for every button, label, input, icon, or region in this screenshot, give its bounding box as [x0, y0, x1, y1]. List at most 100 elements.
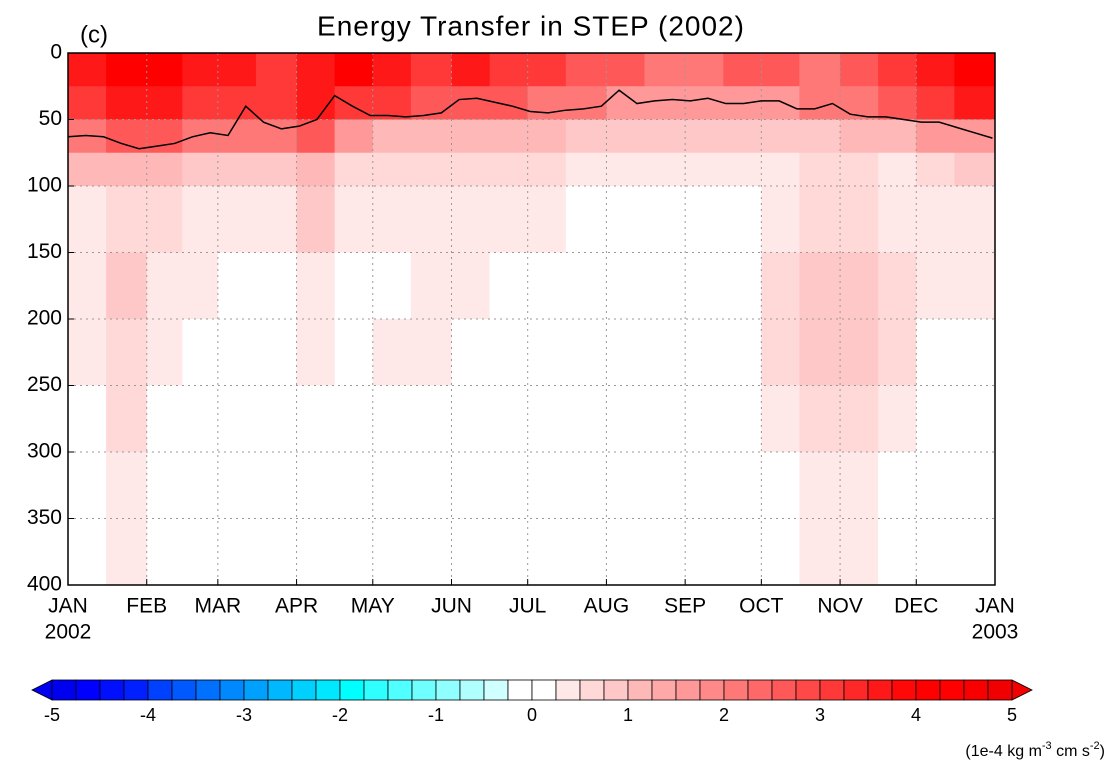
heat-cell	[451, 252, 491, 320]
x-tick-label: SEP	[664, 595, 706, 618]
x-tick-label: NOV	[817, 595, 863, 618]
heat-cell	[644, 385, 686, 453]
heat-cell	[68, 319, 107, 386]
heat-cell	[372, 53, 412, 87]
colorbar-tick-label: -4	[140, 705, 156, 725]
heat-cell	[296, 252, 336, 320]
heat-cell	[451, 186, 491, 253]
heat-cell	[182, 385, 219, 453]
heat-cell	[527, 385, 567, 453]
colorbar-tick-label: -1	[428, 705, 444, 725]
units-text: (1e-4 kg m	[965, 743, 1041, 760]
units-text: )	[1100, 743, 1105, 760]
colorbar-tick-label: -2	[332, 705, 348, 725]
colorbar-units: (1e-4 kg m-3 cm s-2)	[965, 740, 1105, 760]
heat-cell	[334, 86, 374, 120]
heat-cell	[182, 319, 219, 386]
heat-cell	[182, 86, 219, 120]
colorbar-box	[123, 679, 149, 701]
colorbar-box	[267, 679, 293, 701]
heat-cell	[410, 252, 452, 320]
panel-label: (c)	[80, 21, 108, 48]
heat-cell	[296, 152, 336, 187]
heat-cell	[685, 119, 724, 154]
heat-cell	[799, 319, 841, 386]
heat-cell	[217, 385, 257, 453]
heat-cell	[217, 119, 257, 154]
heat-cell	[761, 452, 800, 586]
year-label: 2002	[45, 621, 92, 644]
colorbar-box	[771, 679, 797, 701]
heat-cell	[106, 319, 148, 386]
heat-cell	[761, 86, 800, 120]
colorbar-box	[579, 679, 605, 701]
x-tick-label: JAN	[48, 595, 88, 618]
heat-cell	[146, 119, 183, 154]
colorbar-box	[291, 679, 317, 701]
y-tick-label: 50	[39, 107, 62, 130]
heat-cell	[68, 385, 107, 453]
colorbar-tick-label: -5	[44, 705, 60, 725]
heat-cell	[527, 319, 567, 386]
heat-cell	[878, 53, 917, 87]
heat-cell	[878, 319, 917, 386]
colorbar-box	[459, 679, 485, 701]
heat-cell	[451, 385, 491, 453]
heat-cell	[723, 186, 762, 253]
units-superscript: -2	[1090, 740, 1100, 752]
heat-cell	[334, 152, 374, 187]
heat-cell	[878, 385, 917, 453]
heat-cell	[606, 319, 646, 386]
colorbar-box	[363, 679, 389, 701]
heat-cell	[255, 385, 298, 453]
colorbar-tick-label: 5	[1007, 705, 1017, 725]
colorbar-tick-label: -3	[236, 705, 252, 725]
heat-cell	[565, 152, 607, 187]
heat-cell	[761, 152, 800, 187]
colorbar-box	[795, 679, 821, 701]
heat-cell	[334, 252, 374, 320]
heat-cell	[68, 152, 107, 187]
y-tick-label: 0	[50, 41, 62, 64]
heat-cell	[565, 319, 607, 386]
colorbar-box	[915, 679, 941, 701]
heat-cell	[644, 53, 686, 87]
heat-cell	[954, 252, 996, 320]
heat-cell	[372, 252, 412, 320]
y-tick-label: 350	[27, 506, 62, 529]
heat-cell	[410, 186, 452, 253]
x-tick-label: DEC	[894, 595, 938, 618]
y-tick-label: 150	[27, 240, 62, 263]
x-tick-label: APR	[275, 595, 318, 618]
heat-cell	[954, 119, 996, 154]
colorbar-box	[243, 679, 269, 701]
colorbar-box	[315, 679, 341, 701]
heat-cell	[916, 319, 955, 386]
heat-cell	[410, 319, 452, 386]
heat-cell	[761, 319, 800, 386]
heat-cell	[685, 53, 724, 87]
heat-cell	[685, 86, 724, 120]
heat-cell	[255, 53, 298, 87]
heat-cell	[527, 86, 567, 120]
colorbar-box	[75, 679, 101, 701]
heat-cell	[296, 319, 336, 386]
colorbar-box	[411, 679, 437, 701]
heat-cell	[840, 86, 879, 120]
heat-cell	[296, 385, 336, 453]
heat-cell	[489, 385, 529, 453]
heat-cell	[451, 53, 491, 87]
colorbar-box	[963, 679, 989, 701]
heat-cell	[761, 385, 800, 453]
heat-cell	[606, 186, 646, 253]
colorbar-box	[603, 679, 629, 701]
chart-title: Energy Transfer in STEP (2002)	[317, 10, 745, 41]
heat-cell	[565, 86, 607, 120]
heat-cell	[799, 385, 841, 453]
colorbar-box	[219, 679, 245, 701]
heat-cell	[255, 152, 298, 187]
x-tick-label: MAY	[351, 595, 395, 618]
heat-cell	[217, 319, 257, 386]
heat-cell	[372, 86, 412, 120]
heat-cell	[565, 252, 607, 320]
